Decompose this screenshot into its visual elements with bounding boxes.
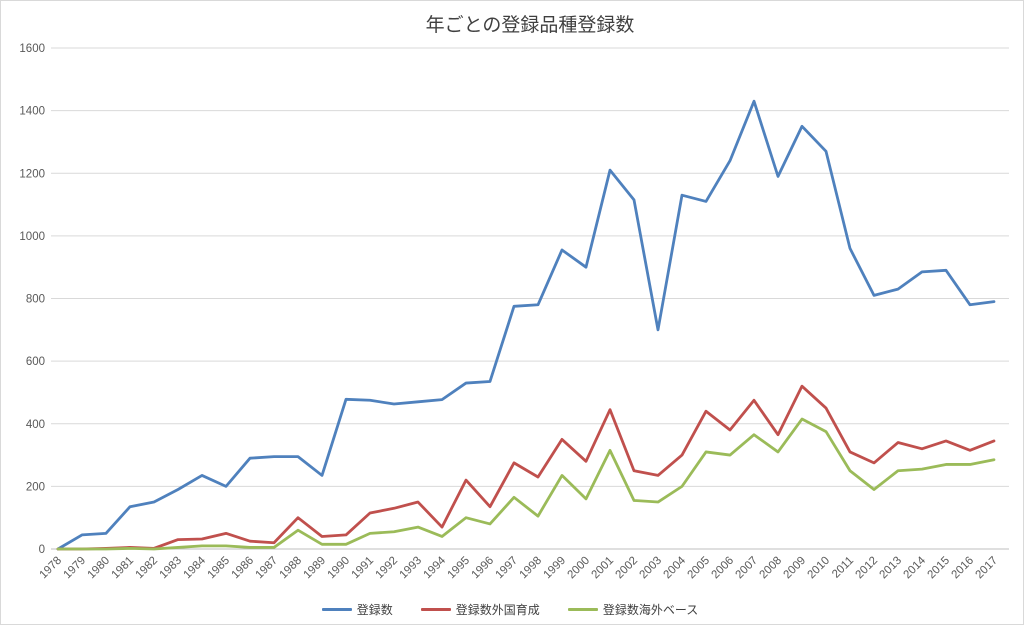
x-tick-label: 2003 <box>638 555 665 582</box>
legend-item: 登録数 <box>321 601 393 618</box>
legend-swatch <box>420 608 451 611</box>
y-tick-label: 200 <box>26 481 45 493</box>
x-tick-label: 1990 <box>326 555 353 582</box>
x-tick-label: 1996 <box>470 555 497 582</box>
x-tick-label: 2005 <box>686 555 713 582</box>
x-tick-label: 2010 <box>806 555 833 582</box>
y-tick-label: 600 <box>26 356 45 368</box>
legend-item: 登録数海外ベース <box>567 601 699 618</box>
x-tick-label: 2014 <box>902 554 929 581</box>
y-tick-label: 1000 <box>19 231 45 243</box>
x-tick-label: 1994 <box>422 554 449 581</box>
x-tick-label: 2017 <box>974 555 1001 582</box>
y-tick-label: 1200 <box>19 168 45 180</box>
x-tick-label: 1986 <box>230 555 257 582</box>
x-tick-label: 2001 <box>590 555 617 582</box>
legend: 登録数 登録数外国育成 登録数海外ベース <box>51 601 969 618</box>
x-tick-label: 2013 <box>878 555 905 582</box>
legend-swatch <box>567 608 598 611</box>
y-tick-label: 800 <box>26 294 45 306</box>
x-tick-label: 1988 <box>278 555 305 582</box>
x-tick-label: 1980 <box>86 555 113 582</box>
x-tick-label: 2000 <box>566 555 593 582</box>
x-tick-label: 1982 <box>134 555 161 582</box>
x-tick-label: 1987 <box>254 555 281 582</box>
x-tick-label: 1983 <box>158 555 185 582</box>
x-tick-label: 1991 <box>350 555 377 582</box>
legend-label: 登録数外国育成 <box>455 603 540 617</box>
legend-item: 登録数外国育成 <box>420 601 540 618</box>
x-tick-label: 1993 <box>398 555 425 582</box>
x-tick-label: 1998 <box>518 555 545 582</box>
x-tick-label: 2004 <box>662 554 689 581</box>
y-tick-label: 1400 <box>19 106 45 118</box>
legend-label: 登録数 <box>356 603 393 617</box>
x-tick-label: 1992 <box>374 555 401 582</box>
x-tick-label: 2012 <box>854 555 881 582</box>
x-tick-label: 2015 <box>926 555 953 582</box>
y-tick-label: 0 <box>39 544 45 556</box>
y-tick-label: 1600 <box>19 43 45 55</box>
legend-label: 登録数海外ベース <box>602 603 699 617</box>
x-tick-label: 1997 <box>494 555 521 582</box>
y-tick-label: 400 <box>26 419 45 431</box>
x-tick-label: 1979 <box>62 555 89 582</box>
x-tick-label: 2009 <box>782 555 809 582</box>
x-tick-label: 1985 <box>206 555 233 582</box>
x-tick-label: 1995 <box>446 555 473 582</box>
x-tick-label: 2016 <box>950 555 977 582</box>
series-line-登録数外国育成 <box>56 384 996 551</box>
x-tick-label: 1989 <box>302 555 329 582</box>
x-tick-label: 2002 <box>614 555 641 582</box>
x-tick-label: 2011 <box>830 555 856 581</box>
chart-title: 年ごとの登録品種登録数 <box>425 15 635 36</box>
legend-swatch <box>321 608 352 611</box>
x-tick-label: 1981 <box>110 555 137 582</box>
series-line-登録数 <box>56 99 996 551</box>
x-tick-label: 2006 <box>710 555 737 582</box>
x-tick-label: 2008 <box>758 555 785 582</box>
x-tick-label: 1999 <box>542 555 569 582</box>
x-tick-label: 1984 <box>182 554 209 581</box>
x-tick-label: 2007 <box>734 555 761 582</box>
series-line-登録数海外ベース <box>56 417 996 551</box>
x-tick-label: 1978 <box>38 555 65 582</box>
